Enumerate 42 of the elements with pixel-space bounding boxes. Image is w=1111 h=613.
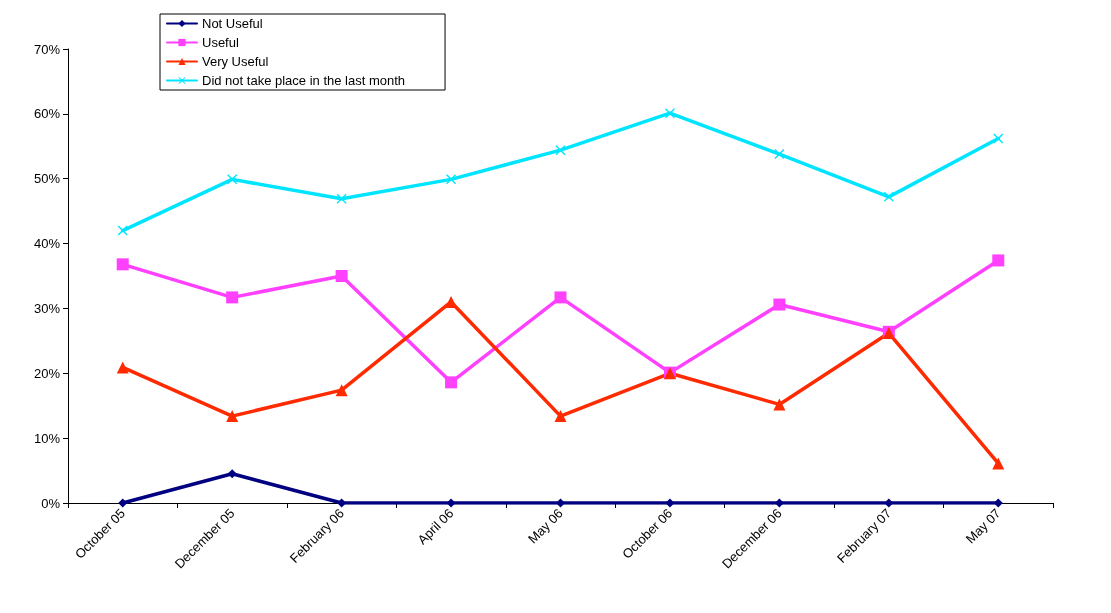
x-tick-label: May 07: [962, 505, 1004, 547]
point: [665, 498, 675, 508]
y-tick-label: 10%: [33, 430, 61, 446]
x-tick-label: May 06: [525, 505, 566, 547]
point: [554, 410, 567, 423]
point: [556, 498, 565, 508]
point: [335, 384, 348, 397]
y-tick-label: 70%: [33, 41, 61, 57]
y-tick-label: 40%: [33, 236, 61, 252]
point: [118, 498, 128, 508]
legend-label: Not Useful: [202, 16, 263, 31]
point: [773, 398, 786, 411]
point: [226, 410, 239, 423]
y-tick-label: 50%: [33, 171, 61, 187]
point: [774, 149, 785, 160]
y-tick-label: 0%: [41, 495, 61, 511]
point: [116, 361, 129, 374]
point: [992, 254, 1005, 267]
point: [992, 457, 1005, 470]
point: [446, 174, 457, 185]
point: [883, 191, 894, 202]
point: [884, 498, 894, 508]
point: [227, 174, 238, 185]
point: [664, 108, 675, 119]
y-tick-label: 20%: [33, 365, 61, 381]
point: [227, 469, 237, 479]
point: [555, 145, 566, 156]
y-tick-label: 30%: [33, 300, 61, 316]
legend-label: Did not take place in the last month: [202, 73, 406, 88]
point: [226, 291, 239, 304]
point: [117, 225, 128, 236]
point: [116, 258, 129, 271]
legend-label: Useful: [202, 35, 239, 50]
y-tick-label: 60%: [33, 106, 61, 122]
point: [993, 133, 1004, 144]
point: [554, 291, 567, 304]
point: [336, 193, 347, 204]
point: [335, 270, 348, 282]
point: [773, 298, 786, 311]
point: [445, 376, 458, 389]
legend-label: Very Useful: [202, 54, 269, 69]
point: [446, 498, 456, 508]
